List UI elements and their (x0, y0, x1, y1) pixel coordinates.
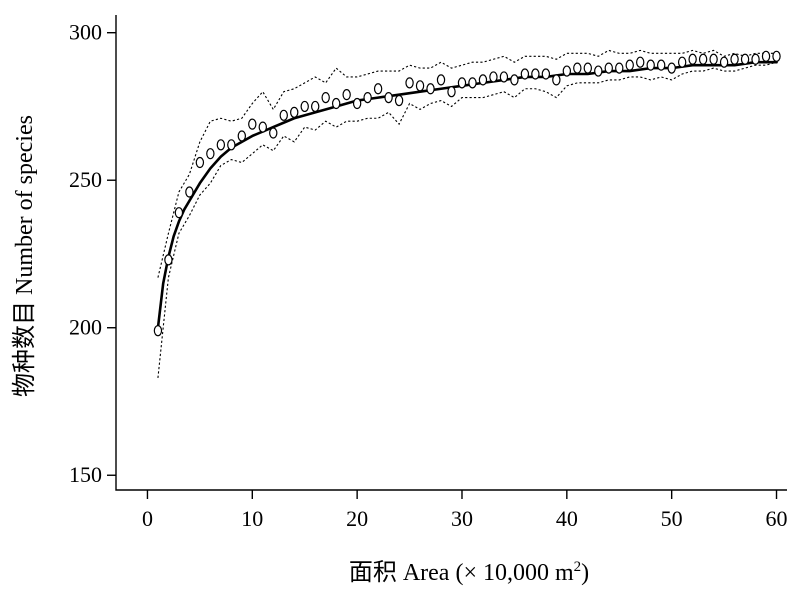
data-point (489, 71, 498, 83)
data-point (311, 100, 320, 113)
data-point (269, 127, 278, 139)
data-point (520, 68, 530, 80)
data-point (384, 92, 393, 104)
x-tick-label: 20 (346, 506, 368, 531)
data-points (153, 50, 781, 337)
y-tick-label: 250 (69, 167, 102, 192)
data-point (772, 50, 781, 62)
confidence-bounds (157, 49, 777, 378)
data-point (174, 207, 184, 219)
data-point (436, 74, 446, 86)
data-point (227, 139, 236, 151)
x-axis-ticks: 0 10 20 30 40 50 60 (142, 490, 788, 531)
data-point (531, 68, 540, 80)
data-point (195, 156, 205, 169)
data-point (405, 77, 414, 89)
data-point (279, 109, 288, 121)
data-point (541, 68, 551, 80)
data-point (290, 106, 299, 118)
data-point (594, 65, 603, 77)
data-point (604, 62, 613, 74)
data-point (761, 50, 771, 62)
data-point (656, 59, 666, 71)
data-point (164, 254, 173, 266)
y-tick-label: 200 (69, 315, 102, 340)
data-point (331, 97, 341, 110)
data-point (709, 53, 718, 65)
data-point (468, 77, 477, 89)
data-point (321, 92, 330, 104)
data-point (562, 65, 572, 77)
data-point (426, 83, 435, 95)
fit-curve-layer (156, 60, 778, 330)
lower-bound-line (157, 61, 777, 378)
data-point (206, 148, 215, 160)
data-point (499, 71, 509, 83)
y-axis-ticks: 150 200 250 300 (69, 20, 116, 487)
data-point (719, 56, 729, 68)
data-point (677, 56, 687, 68)
axis-frame (115, 15, 787, 491)
data-point (667, 62, 676, 74)
data-point (688, 53, 697, 65)
data-point (740, 53, 750, 65)
data-point (394, 94, 404, 107)
data-point (646, 59, 655, 71)
data-point (751, 53, 760, 65)
x-tick-label: 60 (766, 506, 788, 531)
data-point (363, 92, 372, 104)
y-tick-label: 150 (69, 462, 102, 487)
x-tick-label: 50 (661, 506, 683, 531)
data-point (510, 74, 519, 86)
data-point (615, 62, 624, 74)
data-point (352, 97, 362, 110)
y-axis-title: 物种数目 Number of species (11, 115, 38, 397)
data-point (237, 130, 247, 142)
plot-area (153, 49, 781, 378)
data-point (447, 86, 456, 98)
upper-bound-line (157, 49, 777, 278)
data-point (185, 186, 194, 198)
data-point (573, 62, 582, 74)
x-tick-label: 10 (241, 506, 263, 531)
data-point (300, 100, 309, 113)
data-point (216, 139, 226, 151)
data-point (583, 62, 592, 74)
data-point (457, 77, 467, 89)
data-point (153, 325, 163, 337)
data-point (625, 59, 634, 71)
fit-curve (156, 60, 778, 330)
x-tick-label: 30 (451, 506, 473, 531)
data-point (636, 56, 645, 68)
data-point (698, 53, 708, 65)
x-tick-label: 40 (556, 506, 578, 531)
x-axis-title: 面积 Area (× 10,000 m2) (349, 559, 589, 586)
data-point (552, 74, 561, 86)
data-point (730, 53, 739, 65)
x-tick-label: 0 (142, 506, 153, 531)
data-point (478, 74, 488, 86)
y-tick-label: 300 (69, 20, 102, 45)
data-point (248, 118, 257, 130)
data-point (342, 89, 351, 101)
data-point (415, 80, 425, 92)
data-point (258, 121, 267, 133)
data-point (373, 83, 383, 95)
